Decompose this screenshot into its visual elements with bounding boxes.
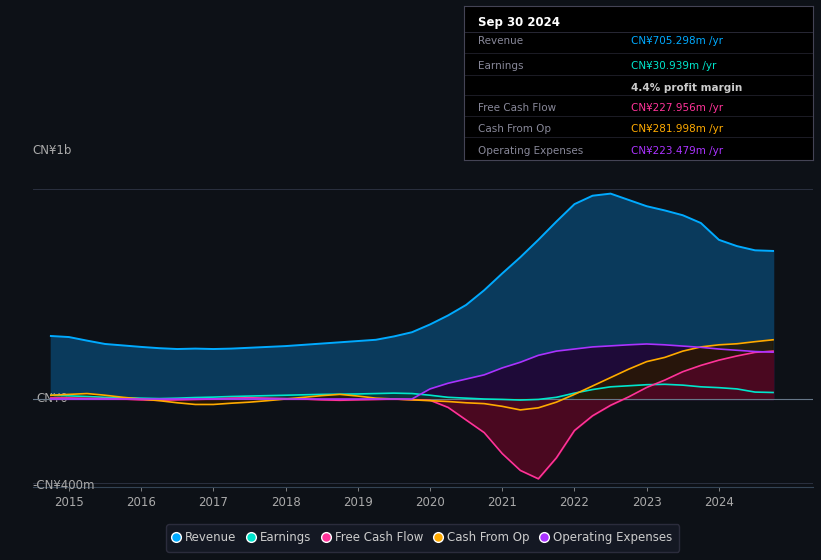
Text: CN¥30.939m /yr: CN¥30.939m /yr — [631, 61, 717, 71]
Text: CN¥223.479m /yr: CN¥223.479m /yr — [631, 146, 723, 156]
Text: Operating Expenses: Operating Expenses — [478, 146, 583, 156]
Text: Free Cash Flow: Free Cash Flow — [478, 102, 556, 113]
Legend: Revenue, Earnings, Free Cash Flow, Cash From Op, Operating Expenses: Revenue, Earnings, Free Cash Flow, Cash … — [166, 524, 680, 552]
Text: CN¥1b: CN¥1b — [33, 144, 72, 157]
Text: CN¥281.998m /yr: CN¥281.998m /yr — [631, 124, 723, 134]
Text: CN¥705.298m /yr: CN¥705.298m /yr — [631, 36, 723, 46]
Text: CN¥0: CN¥0 — [37, 393, 68, 405]
Text: CN¥227.956m /yr: CN¥227.956m /yr — [631, 102, 723, 113]
Text: Earnings: Earnings — [478, 61, 523, 71]
Text: Cash From Op: Cash From Op — [478, 124, 551, 134]
Text: Revenue: Revenue — [478, 36, 523, 46]
Text: 4.4% profit margin: 4.4% profit margin — [631, 83, 743, 92]
Text: -CN¥400m: -CN¥400m — [33, 479, 95, 492]
Text: Sep 30 2024: Sep 30 2024 — [478, 16, 560, 29]
